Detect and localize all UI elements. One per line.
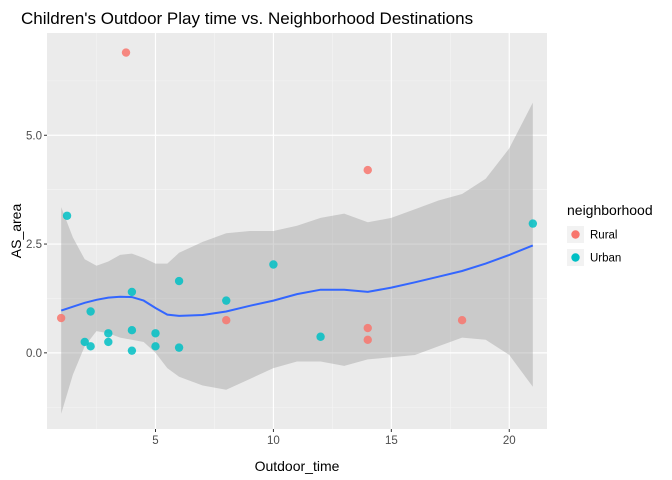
confidence-band bbox=[61, 102, 533, 414]
x-tick-label: 5 bbox=[152, 435, 158, 447]
x-tick-label: 10 bbox=[267, 435, 280, 447]
y-tick-label: 5.0 bbox=[26, 130, 42, 142]
point-urban bbox=[174, 276, 184, 286]
point-urban bbox=[316, 332, 325, 341]
point-urban bbox=[151, 342, 160, 351]
point-urban bbox=[151, 329, 160, 338]
point-urban bbox=[127, 346, 137, 355]
point-urban bbox=[104, 329, 113, 338]
legend-label-urban: Urban bbox=[590, 253, 621, 265]
y-axis-title: AS_area bbox=[8, 204, 24, 259]
legend-label-rural: Rural bbox=[590, 230, 617, 242]
point-urban bbox=[127, 287, 137, 297]
legend-title: neighborhood bbox=[567, 202, 653, 218]
y-tick-label: 2.5 bbox=[26, 239, 42, 251]
x-tick-label: 15 bbox=[385, 435, 398, 447]
point-rural bbox=[363, 323, 372, 333]
smooth-fit-line bbox=[60, 244, 534, 317]
point-urban bbox=[104, 337, 113, 347]
point-urban bbox=[127, 326, 137, 335]
x-tick-label: 20 bbox=[503, 435, 516, 447]
data-points bbox=[56, 48, 538, 355]
confidence-band-area bbox=[61, 102, 533, 414]
point-urban bbox=[222, 296, 231, 305]
legend-swatch-urban bbox=[571, 253, 580, 262]
axis-ticks: 5 10 15 20 0.0 2.5 5.0 bbox=[26, 130, 516, 447]
point-urban bbox=[80, 337, 89, 347]
y-tick-label: 0.0 bbox=[26, 348, 42, 360]
legend-swatch-rural bbox=[571, 230, 580, 239]
point-urban bbox=[174, 343, 184, 352]
major-gridlines bbox=[47, 33, 547, 429]
point-rural bbox=[457, 316, 467, 325]
point-rural bbox=[222, 316, 231, 325]
point-urban bbox=[86, 307, 95, 316]
point-urban bbox=[62, 211, 72, 220]
legend: neighborhood Rural Urban bbox=[567, 202, 653, 266]
point-rural bbox=[363, 335, 372, 344]
point-rural bbox=[56, 313, 66, 323]
point-urban bbox=[528, 219, 538, 228]
point-urban bbox=[86, 342, 95, 351]
minor-gridlines bbox=[47, 33, 547, 429]
point-rural bbox=[363, 165, 372, 175]
point-urban bbox=[269, 260, 278, 269]
chart-title: Children's Outdoor Play time vs. Neighbo… bbox=[21, 9, 473, 28]
point-rural bbox=[121, 48, 131, 57]
plot-panel bbox=[47, 33, 547, 429]
x-axis-title: Outdoor_time bbox=[255, 458, 340, 474]
smooth-line bbox=[60, 244, 534, 317]
